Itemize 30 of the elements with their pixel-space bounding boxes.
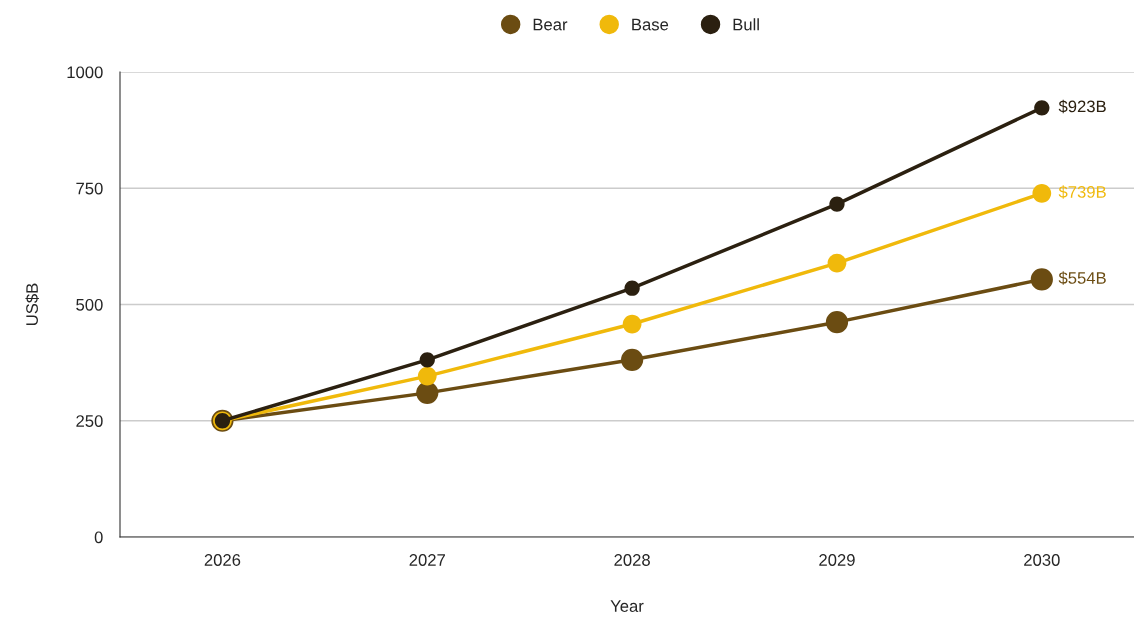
x-tick-label: 2029 [819,554,855,566]
x-tick-label: 2028 [614,554,650,566]
x-axis-title: Year [610,600,644,612]
point [829,196,845,212]
legend-label: Bear [533,18,568,31]
point [419,352,435,368]
y-tick-label: 0 [94,531,103,544]
y-axis-title: US$B [25,283,39,325]
y-tick-label: 250 [76,415,103,427]
point [622,314,642,334]
point [624,280,640,296]
point [1030,268,1053,291]
y-tick-label: 500 [76,298,103,311]
point [1032,183,1052,203]
data-label: $739B [1058,185,1106,199]
legend-label: Bull [733,18,759,31]
point [827,253,847,273]
x-tick-label: 2030 [1024,554,1060,566]
y-tick-label: 1000 [67,66,103,79]
point [825,311,849,334]
data-label: $923B [1058,99,1106,114]
point [417,366,437,386]
data-label: $554B [1058,271,1106,285]
x-tick-label: 2027 [409,554,445,566]
point [416,381,439,404]
point [621,348,644,371]
y-tick-label: 750 [76,182,103,195]
x-tick-label: 2026 [204,554,241,566]
legend-label: Base [632,18,669,31]
point [1034,100,1050,116]
